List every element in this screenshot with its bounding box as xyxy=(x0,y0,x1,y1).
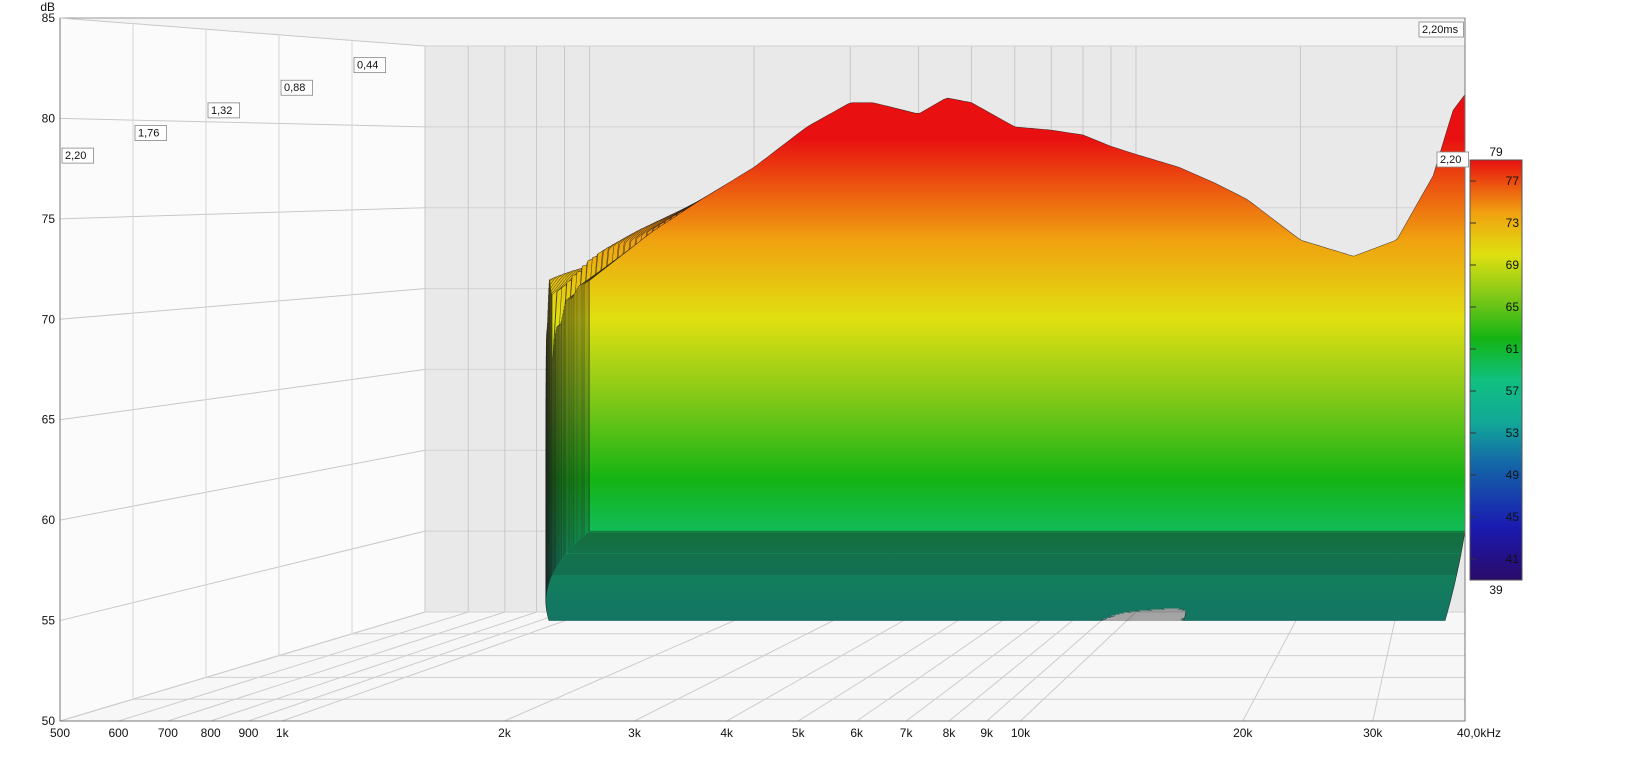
x-tick-label: 600 xyxy=(108,726,128,740)
colorbar-tick-label: 57 xyxy=(1506,384,1520,398)
grid-line-db xyxy=(59,117,426,128)
left-wall xyxy=(60,18,425,721)
colorbar-tick-label: 41 xyxy=(1506,552,1520,566)
grid-line-db xyxy=(59,17,426,47)
colorbar-tick-label: 49 xyxy=(1506,468,1520,482)
grid-line-hz-floor xyxy=(798,611,972,722)
color-scale: 79 39 77 73 69 65 61 57 53 49 45 41 xyxy=(1469,145,1523,597)
svg-text:1,76: 1,76 xyxy=(138,127,159,139)
y-tick-label: 85 xyxy=(42,11,56,25)
svg-text:1,32: 1,32 xyxy=(211,105,232,117)
grid-line-hz-floor xyxy=(905,611,1052,722)
colorbar-tick-label: 53 xyxy=(1506,426,1520,440)
grid-line-hz-floor xyxy=(1020,611,1137,722)
colorbar-tick-label: 65 xyxy=(1506,300,1520,314)
x-tick-label: 40,0kHz xyxy=(1457,726,1501,740)
colorbar-max-label: 79 xyxy=(1489,145,1503,159)
time-label: 0,44 xyxy=(353,57,387,74)
grid-line-hz-floor xyxy=(726,611,919,722)
x-tick-label: 9k xyxy=(980,726,994,740)
x-tick-label: 500 xyxy=(50,726,70,740)
x-tick-label: 8k xyxy=(943,726,957,740)
x-tick-label: 7k xyxy=(900,726,914,740)
x-tick-label: 30k xyxy=(1363,726,1383,740)
y-tick-label: 65 xyxy=(42,413,56,427)
y-unit-label: dB xyxy=(40,0,55,14)
time-label: 1,76 xyxy=(134,125,168,141)
colorbar-tick-label: 77 xyxy=(1506,174,1520,188)
x-tick-label: 5k xyxy=(792,726,806,740)
colorbar-tick-label: 61 xyxy=(1506,342,1520,356)
axes xyxy=(59,18,1466,722)
grid-line-hz-floor xyxy=(167,611,506,722)
grid-line-hz-floor xyxy=(948,611,1084,722)
y-tick-label: 60 xyxy=(42,513,56,527)
time-label: 0,88 xyxy=(280,79,314,96)
colorbar-min-label: 39 xyxy=(1489,583,1503,597)
grid-line-hz-floor xyxy=(118,611,469,722)
decay-slice xyxy=(589,93,1466,532)
grid-line-hz-floor xyxy=(1372,611,1398,722)
x-tick-label: 700 xyxy=(158,726,178,740)
x-tick-label: 6k xyxy=(850,726,864,740)
svg-text:0,44: 0,44 xyxy=(357,60,378,72)
colorbar-tick-label: 69 xyxy=(1506,258,1520,272)
time-label: 2,20 xyxy=(61,147,95,164)
x-tick-label: 1k xyxy=(276,726,290,740)
grid-line-db xyxy=(59,207,426,220)
grid-line-hz-floor xyxy=(634,611,851,722)
x-tick-label: 4k xyxy=(720,726,734,740)
x-tick-label: 3k xyxy=(628,726,642,740)
grid-line-db xyxy=(59,449,426,521)
grid-line-db xyxy=(59,288,426,320)
x-tick-label: 20k xyxy=(1233,726,1253,740)
y-tick-label: 75 xyxy=(42,212,56,226)
time-right-label: 2,20 xyxy=(1436,151,1470,168)
x-tick-label: 800 xyxy=(201,726,221,740)
svg-text:2,20: 2,20 xyxy=(65,150,86,162)
grid-line-hz-floor xyxy=(856,611,1016,722)
grid-line-hz-floor xyxy=(59,611,426,722)
time-label: 1,32 xyxy=(207,102,241,119)
colorbar-gradient xyxy=(1469,159,1523,581)
time-corner-label: 2,20ms xyxy=(1418,21,1464,38)
grid-line-hz-floor xyxy=(248,611,565,722)
svg-text:0,88: 0,88 xyxy=(284,82,305,94)
grid-line-db xyxy=(59,368,426,421)
x-tick-label: 2k xyxy=(498,726,512,740)
floor xyxy=(60,612,1465,721)
svg-text:2,20: 2,20 xyxy=(1440,154,1461,166)
x-tick-label: 900 xyxy=(238,726,258,740)
grid-line-db xyxy=(59,530,426,622)
grid-line-hz-floor xyxy=(986,611,1112,722)
grid-line-hz-floor xyxy=(1242,611,1301,722)
y-tick-label: 50 xyxy=(42,714,56,728)
colorbar-tick-label: 73 xyxy=(1506,216,1520,230)
grid-line-hz-floor xyxy=(282,611,590,722)
decay-surface xyxy=(545,93,1466,621)
svg-text:2,20ms: 2,20ms xyxy=(1422,24,1459,36)
y-tick-label: 80 xyxy=(42,111,56,125)
y-tick-label: 55 xyxy=(42,614,56,628)
x-tick-label: 10k xyxy=(1011,726,1031,740)
grid-line-hz-floor xyxy=(210,611,537,722)
colorbar-tick-label: 45 xyxy=(1506,510,1520,524)
grid-line-hz-floor xyxy=(504,611,755,722)
y-tick-label: 70 xyxy=(42,312,56,326)
